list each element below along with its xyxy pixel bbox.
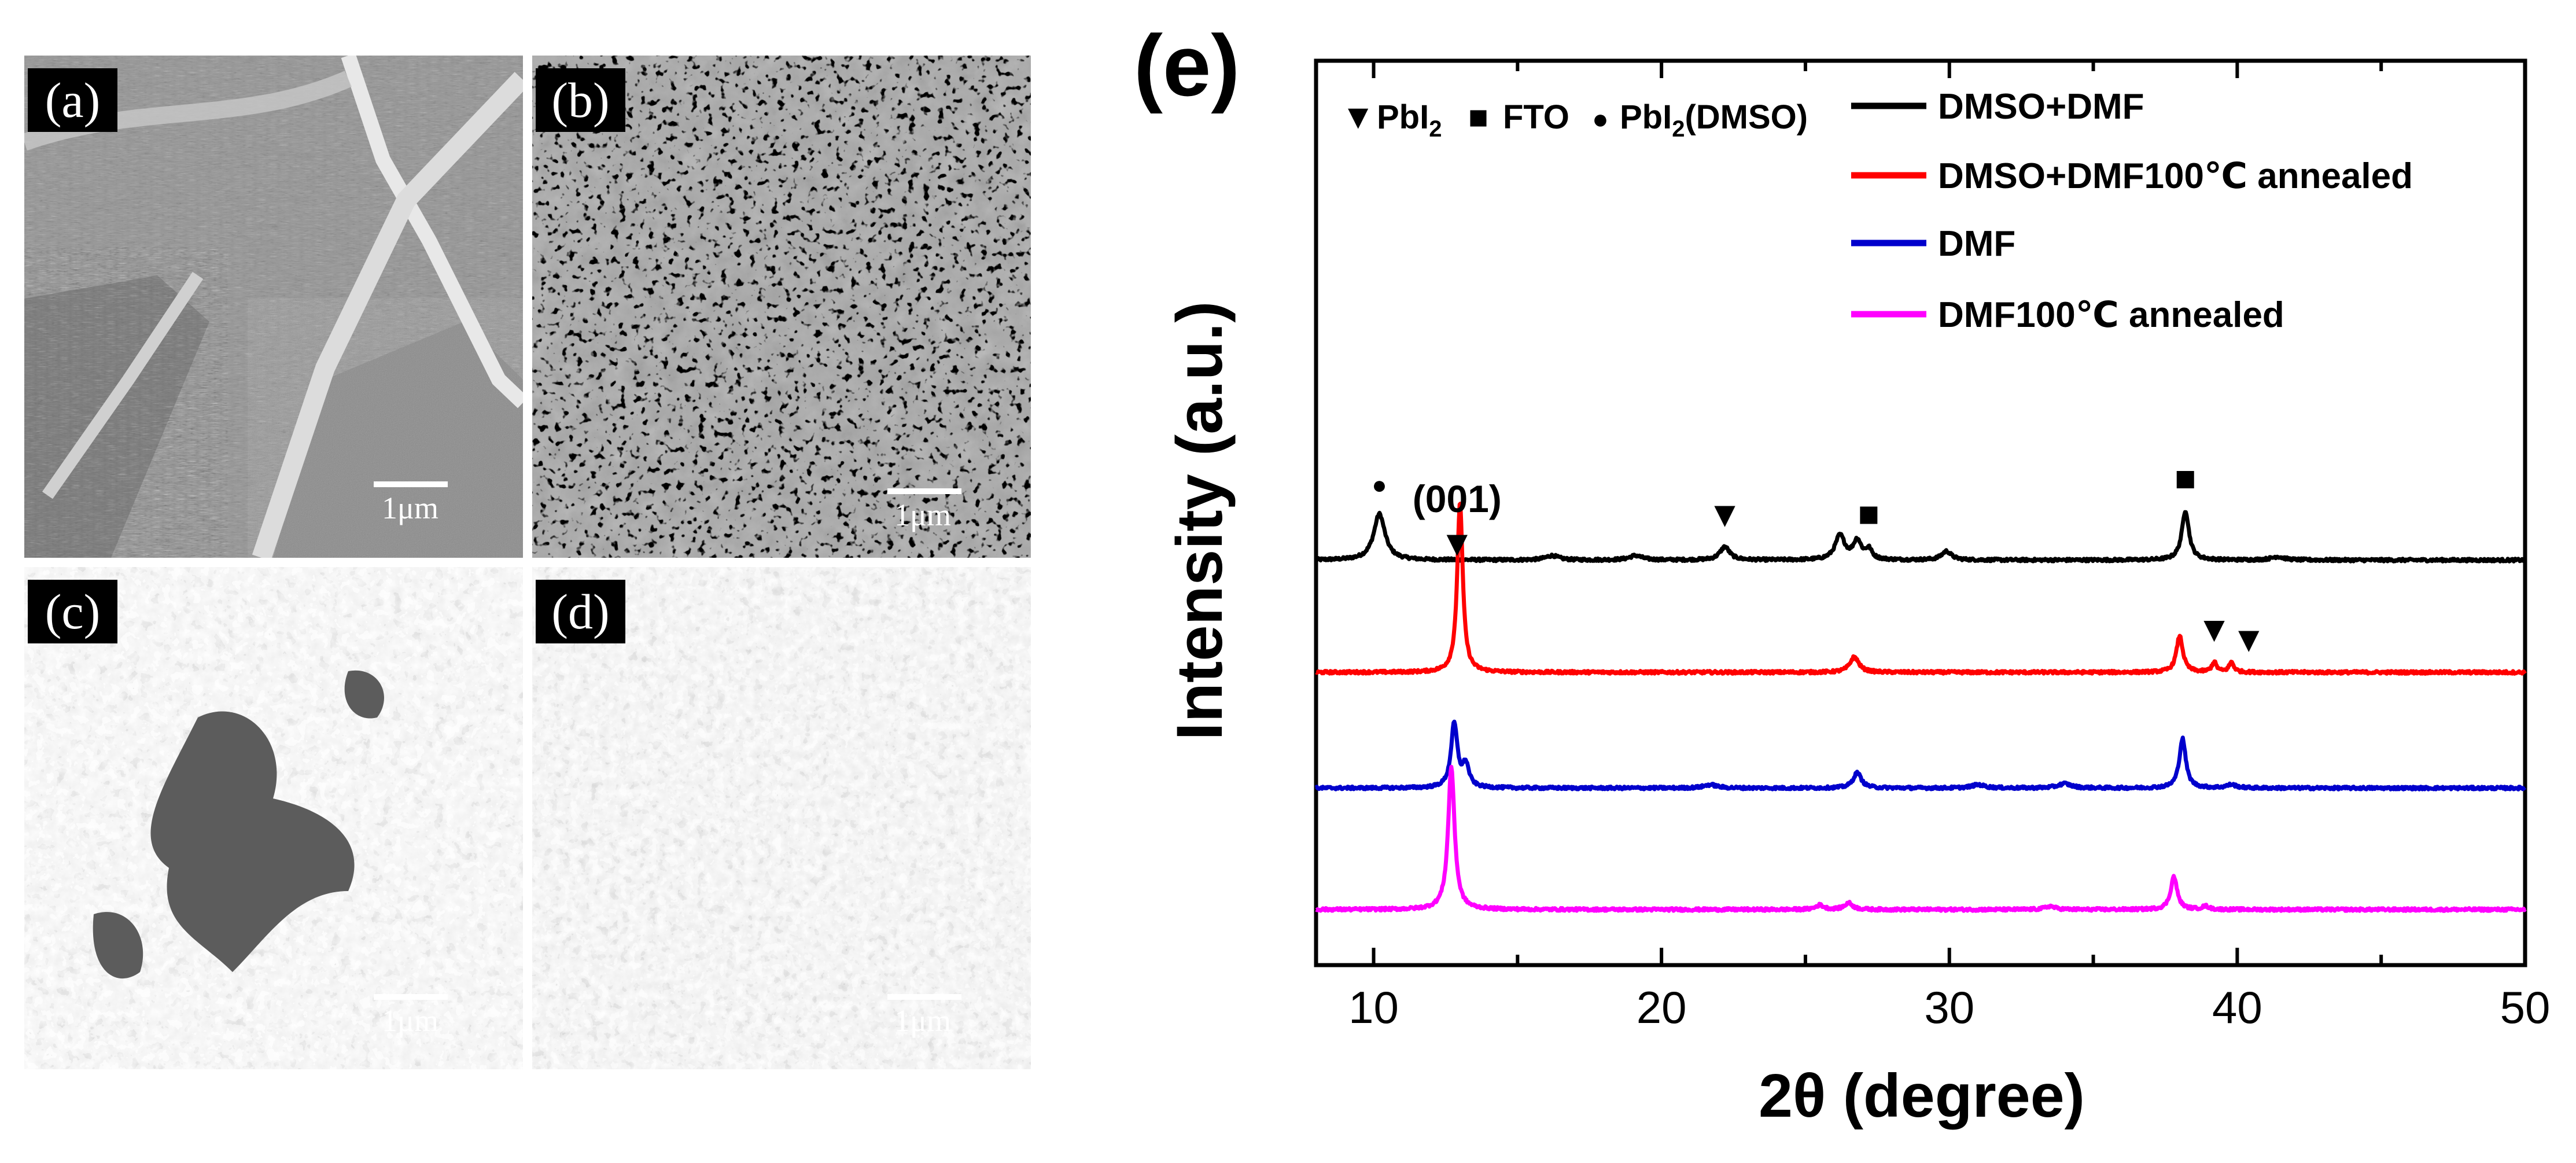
x-axis-label: 2θ (degree) bbox=[1759, 1062, 2085, 1130]
scale-text-d: 1μm bbox=[894, 1003, 951, 1038]
legend-pbi2-marker: ▼ bbox=[1341, 97, 1375, 136]
legend-pbi2-label: PbI2 bbox=[1377, 98, 1442, 142]
sem-image-a bbox=[24, 56, 523, 558]
annotation-marker: ▼ bbox=[2197, 610, 2232, 650]
scale-bar-d bbox=[887, 994, 961, 1000]
sem-panel-c: (c) 1μm bbox=[24, 567, 523, 1069]
panel-label-d: (d) bbox=[536, 580, 625, 643]
y-axis-label: Intensity (a.u.) bbox=[1163, 301, 1236, 740]
legend-fto-marker: ■ bbox=[1468, 98, 1488, 136]
scale-text-b: 1μm bbox=[894, 498, 951, 532]
annotation-marker: ■ bbox=[1858, 494, 1880, 534]
x-tick-label: 10 bbox=[1348, 982, 1399, 1033]
scale-text-a: 1μm bbox=[382, 491, 438, 525]
panel-label-e: (e) bbox=[1134, 17, 1240, 114]
scale-bar-c bbox=[374, 994, 448, 1000]
series-line-0 bbox=[1314, 510, 2527, 564]
sem-panel-a: (a) 1μm bbox=[24, 56, 523, 558]
sem-panel-b: (b) 1μm bbox=[532, 56, 1031, 558]
sem-image-grid: (a) 1μm (b) 1μm (c) 1 bbox=[24, 56, 1031, 1069]
annotation-marker: ▼ bbox=[1707, 495, 1742, 535]
annotation-label: (001) bbox=[1413, 477, 1502, 520]
series-lines bbox=[1314, 502, 2527, 913]
legend-label-0: DMSO+DMF bbox=[1938, 87, 2144, 127]
panel-label-b: (b) bbox=[536, 68, 625, 132]
panel-label-c: (c) bbox=[28, 580, 117, 643]
legend-pbi2-dmso-label: PbI2(DMSO) bbox=[1620, 98, 1808, 142]
series-line-3 bbox=[1314, 764, 2527, 913]
series-line-1 bbox=[1314, 502, 2527, 676]
legend-label-1: DMSO+DMF100℃ annealed bbox=[1938, 156, 2413, 196]
sem-panel-d: (d) 1μm bbox=[532, 567, 1031, 1069]
x-tick-label: 20 bbox=[1637, 982, 1687, 1033]
sem-image-c bbox=[24, 567, 523, 1069]
x-tick-label: 50 bbox=[2500, 982, 2551, 1033]
peak-annotations: ▼(001)●▼ ■■▼▼ bbox=[1372, 458, 2267, 660]
panel-label-a: (a) bbox=[28, 68, 117, 132]
x-tick-label: 40 bbox=[2212, 982, 2262, 1033]
annotation-marker: ● bbox=[1372, 471, 1387, 499]
series-legend: DMSO+DMF DMSO+DMF100℃ annealed DMF DMF100℃ … bbox=[1851, 87, 2413, 335]
sem-image-d bbox=[532, 567, 1031, 1069]
symbol-legend: ▼ PbI2 ■ FTO ● PbI2(DMSO) bbox=[1341, 97, 1808, 142]
annotation-marker: ▼ bbox=[2231, 620, 2267, 660]
x-tick-label: 30 bbox=[1924, 982, 1974, 1033]
plot-frame bbox=[1314, 58, 2527, 967]
annotation-marker: ■ bbox=[2175, 458, 2196, 498]
sem-image-b bbox=[532, 56, 1031, 558]
legend-pbi2-dmso-marker: ● bbox=[1592, 104, 1609, 135]
annotation-marker: ▼ bbox=[1439, 524, 1475, 564]
legend-fto-label: FTO bbox=[1503, 98, 1569, 136]
legend-label-2: DMF bbox=[1938, 224, 2015, 264]
scale-bar-a bbox=[374, 481, 448, 487]
scale-text-c: 1μm bbox=[382, 1003, 438, 1038]
legend-label-3: DMF100℃ annealed bbox=[1938, 295, 2284, 335]
scale-bar-b bbox=[887, 488, 961, 494]
series-line-2 bbox=[1314, 719, 2527, 792]
x-axis-ticks: 10 20 30 40 50 bbox=[1348, 61, 2550, 1033]
